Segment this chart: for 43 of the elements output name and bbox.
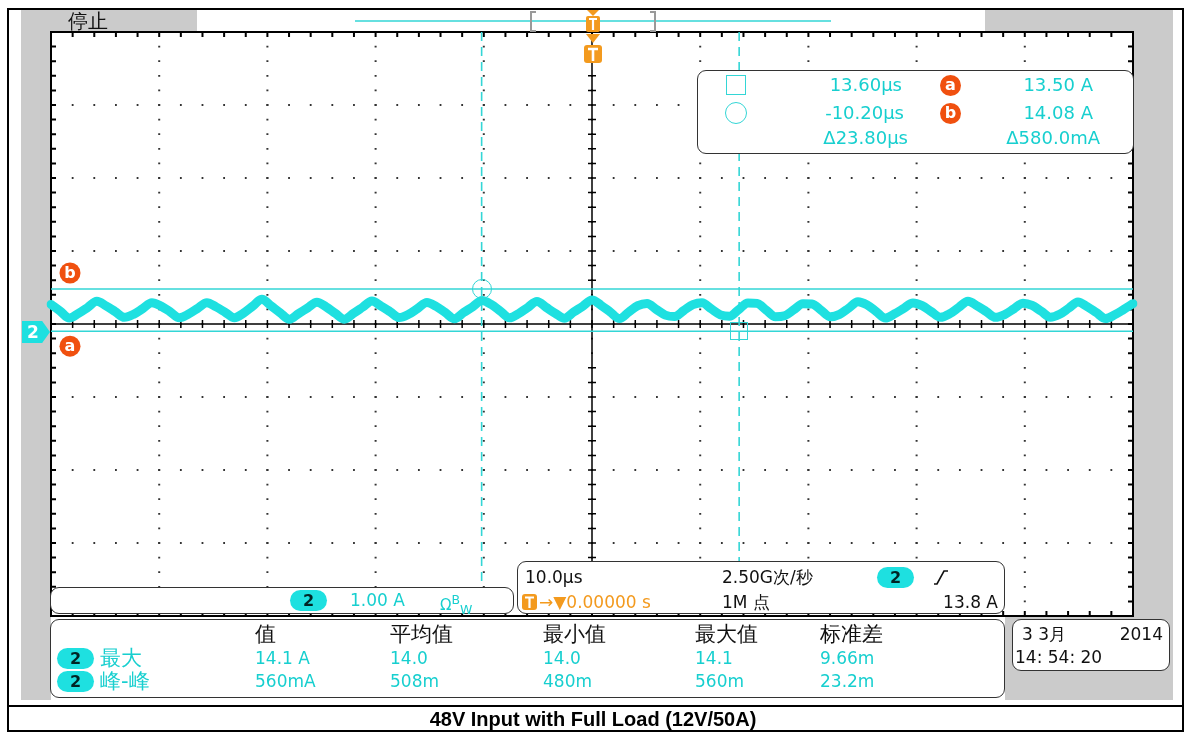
ref-line-label: a bbox=[64, 335, 76, 355]
text: 平均值 bbox=[390, 621, 453, 646]
text: -10.20μs bbox=[825, 101, 904, 125]
text: 48V Input with Full Load (12V/50A) bbox=[429, 707, 757, 731]
text: 最小值 bbox=[543, 621, 606, 646]
text: a bbox=[945, 74, 956, 94]
text: 最大 bbox=[100, 645, 142, 670]
text: 2.50G次/秒 bbox=[722, 566, 813, 589]
text: 2 bbox=[27, 322, 39, 342]
text: 值 bbox=[255, 621, 276, 646]
text: 13.60μs bbox=[829, 73, 902, 97]
text: 23.2m bbox=[820, 669, 875, 693]
text: 508m bbox=[390, 669, 440, 693]
text: 560m bbox=[695, 669, 745, 693]
text: 2014 bbox=[1119, 623, 1163, 646]
text: 峰-峰 bbox=[100, 668, 150, 693]
text: 560mA bbox=[255, 669, 316, 693]
text: 13.8 A bbox=[943, 591, 998, 614]
text: 13.50 A bbox=[1023, 73, 1093, 97]
text: Δ580.0mA bbox=[1006, 126, 1100, 150]
text: 停止 bbox=[68, 9, 108, 33]
text: Δ23.80μs bbox=[823, 126, 908, 150]
text: 10.0μs bbox=[525, 566, 583, 589]
legend-label: 2 bbox=[70, 670, 82, 692]
text: b bbox=[944, 102, 957, 122]
text: 14: 54: 20 bbox=[1015, 646, 1103, 669]
text: 14.1 A bbox=[255, 646, 310, 670]
text: 3 3月 bbox=[1022, 623, 1067, 646]
text: →▼0.00000 s bbox=[539, 591, 651, 614]
text: 标准差 bbox=[820, 621, 883, 646]
text: 2 bbox=[890, 567, 902, 587]
text: 2 bbox=[303, 590, 315, 610]
text: 14.08 A bbox=[1023, 101, 1093, 125]
text: 1.00 A bbox=[350, 589, 405, 612]
ref-line-label: b bbox=[64, 262, 76, 282]
text: 14.0 bbox=[543, 646, 581, 670]
text: 最大值 bbox=[695, 621, 758, 646]
text: 9.66m bbox=[820, 646, 875, 670]
text: 14.1 bbox=[695, 646, 733, 670]
text: 480m bbox=[543, 669, 593, 693]
text: 1M 点 bbox=[722, 591, 770, 614]
text: 14.0 bbox=[390, 646, 428, 670]
text: 2 bbox=[70, 648, 82, 668]
